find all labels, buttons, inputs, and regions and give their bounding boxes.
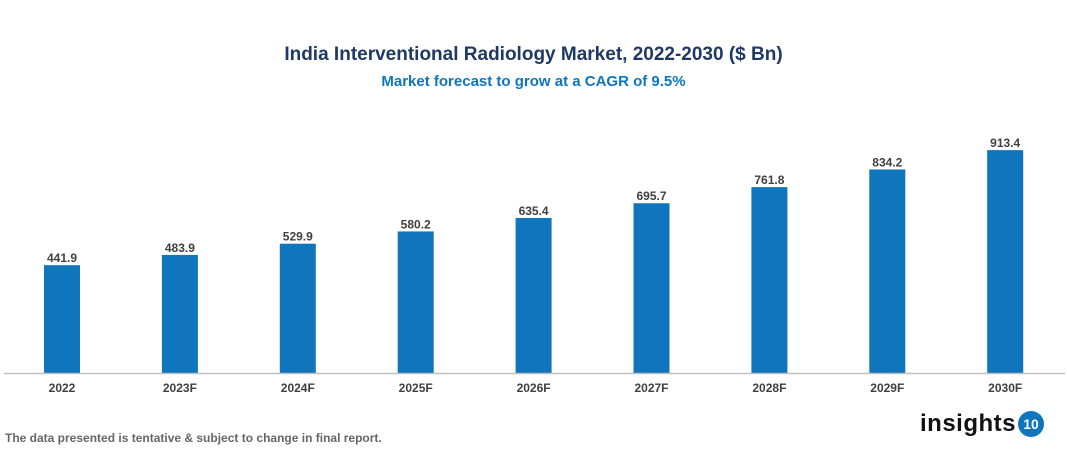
data-label: 834.2 bbox=[872, 155, 902, 169]
x-tick-label: 2026F bbox=[517, 381, 551, 395]
data-label: 441.9 bbox=[47, 251, 77, 265]
bar-2026F bbox=[515, 217, 552, 373]
bar-2023F bbox=[161, 254, 198, 373]
chart-subtitle: Market forecast to grow at a CAGR of 9.5… bbox=[381, 73, 686, 90]
x-tick-label: 2025F bbox=[399, 381, 433, 395]
data-label: 483.9 bbox=[165, 241, 195, 255]
chart-title: India Interventional Radiology Market, 2… bbox=[284, 44, 783, 65]
x-tick-label: 2024F bbox=[281, 381, 315, 395]
data-label: 635.4 bbox=[519, 204, 549, 218]
bar-2025F bbox=[397, 231, 434, 373]
x-tick-label: 2022 bbox=[49, 381, 76, 395]
bar-2027F bbox=[633, 203, 670, 373]
x-tick-label: 2029F bbox=[870, 381, 904, 395]
data-label: 695.7 bbox=[636, 189, 666, 203]
insights10-logo: insights 10 bbox=[920, 410, 1045, 438]
x-tick-label: 2030F bbox=[988, 381, 1022, 395]
data-label: 529.9 bbox=[283, 230, 313, 244]
logo-badge: 10 bbox=[1018, 411, 1045, 437]
data-label: 913.4 bbox=[990, 136, 1020, 150]
x-tick-label: 2023F bbox=[163, 381, 197, 395]
bar-2024F bbox=[279, 243, 316, 373]
footnote: The data presented is tentative & subjec… bbox=[5, 431, 382, 445]
logo-text: insights bbox=[920, 410, 1017, 437]
data-label: 580.2 bbox=[401, 217, 431, 231]
bar-2029F bbox=[869, 169, 906, 373]
bar-2028F bbox=[751, 187, 788, 373]
x-tick-label: 2028F bbox=[752, 381, 786, 395]
data-label: 761.8 bbox=[754, 173, 784, 187]
x-tick-label: 2027F bbox=[634, 381, 668, 395]
bar-2030F bbox=[987, 150, 1024, 373]
bar-2022 bbox=[44, 265, 80, 373]
